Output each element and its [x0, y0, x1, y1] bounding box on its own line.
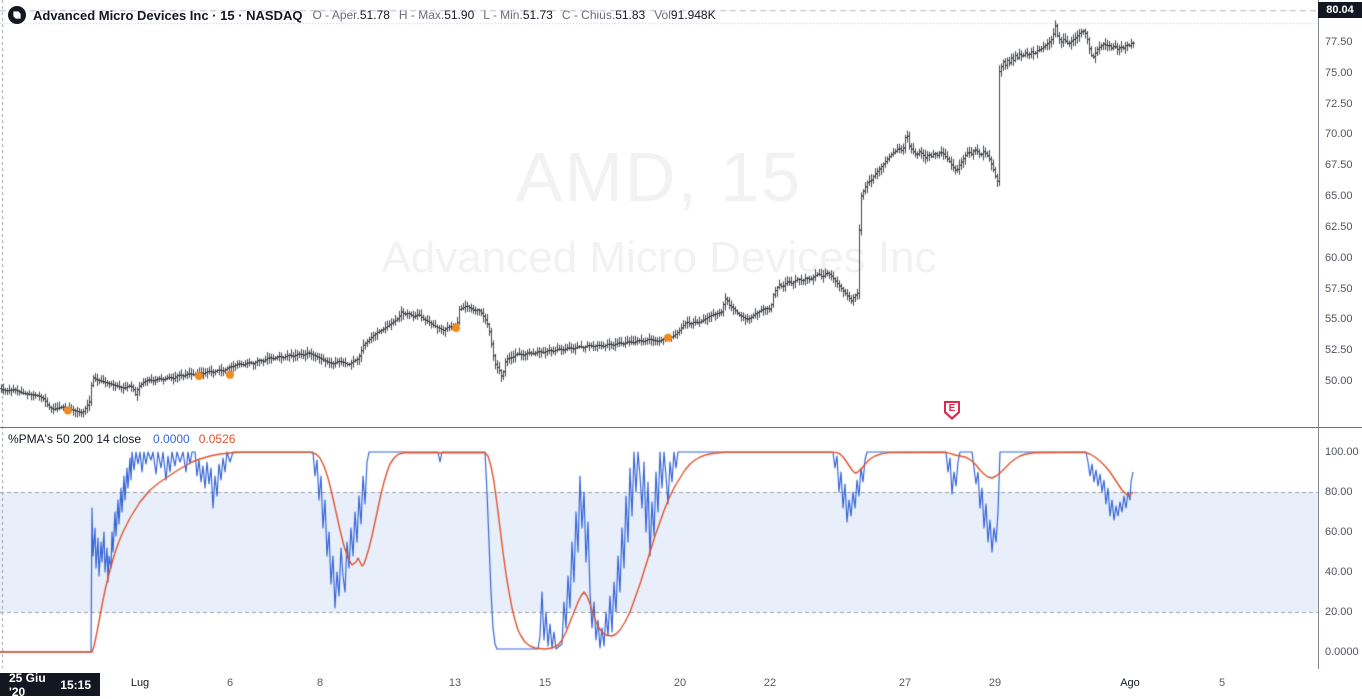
crosshair-time-badge: 25 Giu '20 15:15: [0, 670, 100, 699]
price-tick-label: 75.00: [1325, 66, 1353, 79]
price-tick-label: 52.50: [1325, 344, 1353, 357]
time-axis-label: Ago: [1120, 677, 1140, 689]
earnings-marker[interactable]: E: [944, 401, 960, 420]
price-tick-label: 50.00: [1325, 375, 1353, 387]
price-tick-label: 77.50: [1325, 36, 1353, 48]
time-axis-label: 20: [673, 677, 687, 689]
indicator-tick-label: 0.0000: [1325, 646, 1359, 658]
price-tick-label: 70.00: [1325, 128, 1353, 141]
price-tick-label: 65.00: [1325, 190, 1353, 203]
time-axis[interactable]: 25 Giu '20 15:15 Lug 6 8 13 15 20 22 27 29 Ago 5: [0, 669, 1362, 699]
time-axis-label: 22: [763, 677, 777, 689]
time-axis-label: 29: [988, 677, 1002, 689]
crosshair-time: 15:15: [60, 677, 91, 692]
chart-legend: Advanced Micro Devices Inc · 15 · NASDAQ…: [8, 6, 725, 24]
time-axis-label: 6: [226, 677, 234, 689]
time-axis-label: 8: [316, 677, 324, 689]
price-tick-label: 72.50: [1325, 97, 1353, 110]
ohlc-pair: C - Chius.51.83: [561, 8, 646, 22]
time-axis-label: 5: [1218, 677, 1226, 689]
indicator-slow-value: 0.0526: [198, 432, 236, 446]
indicator-tick-label: 80.00: [1325, 486, 1353, 498]
price-axis-border: [1318, 0, 1319, 699]
indicator-title[interactable]: %PMA's 50 200 14 close: [8, 432, 142, 446]
indicator-tick-label: 60.00: [1325, 526, 1353, 538]
ohlc-pair: H - Max.51.90: [398, 8, 475, 22]
price-tick-label: 62.50: [1325, 220, 1353, 233]
last-price-badge: 80.04: [1318, 2, 1362, 18]
time-axis-label: Lug: [130, 677, 150, 689]
time-axis-label: 13: [448, 677, 462, 689]
crosshair-date: 25 Giu '20: [9, 670, 46, 699]
price-axis[interactable]: 80.04 77.50 75.00 72.50 70.00 67.50 65.00 62.5…: [1318, 0, 1362, 699]
symbol-title[interactable]: Advanced Micro Devices Inc · 15 · NASDAQ: [33, 7, 303, 23]
ohlc-pair: L - Min.51.73: [483, 8, 553, 22]
ohlc-pair: O - Aper.51.78: [312, 8, 390, 22]
volume-pair: Vol91.948K: [654, 8, 716, 22]
pane-divider[interactable]: [0, 427, 1362, 428]
price-tick-label: 60.00: [1325, 251, 1353, 264]
indicator-tick-label: 100.00: [1325, 446, 1359, 458]
ohlc-values-row: O - Aper.51.78 H - Max.51.90 L - Min.51.73…: [312, 8, 724, 22]
indicator-legend: %PMA's 50 200 14 close 0.0000 0.0526: [8, 432, 235, 446]
time-axis-label: 27: [898, 677, 912, 689]
price-tick-label: 57.50: [1325, 282, 1353, 295]
indicator-tick-label: 20.00: [1325, 606, 1353, 618]
price-tick-label: 67.50: [1325, 159, 1353, 172]
indicator-tick-label: 40.00: [1325, 566, 1353, 578]
indicator-fast-value: 0.0000: [153, 432, 190, 446]
symbol-logo-icon: [8, 6, 26, 24]
time-axis-label: 15: [538, 677, 552, 689]
price-tick-label: 55.00: [1325, 313, 1353, 326]
